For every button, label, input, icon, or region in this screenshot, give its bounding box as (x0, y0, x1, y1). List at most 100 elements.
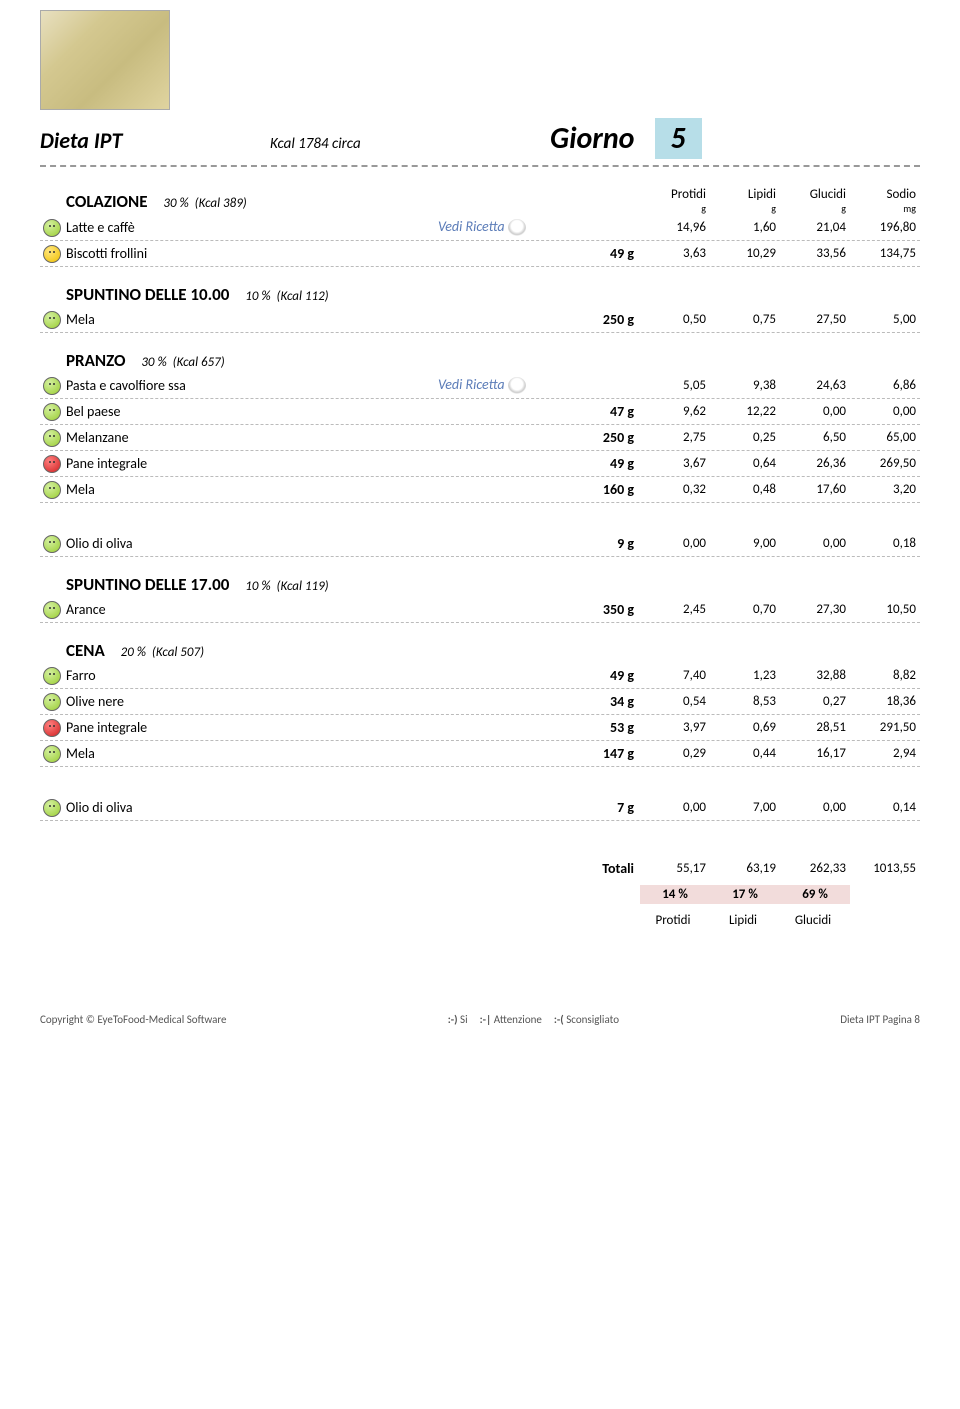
meal-table: COLAZIONE 30 % (Kcal 389)ProtidigLipidig… (40, 187, 920, 835)
val-glucidi: 16,17 (780, 746, 850, 761)
meal-section-header: SPUNTINO DELLE 10.00 10 % (Kcal 112) (40, 281, 920, 307)
food-row: Pane integrale49 g3,670,6426,36269,50 (40, 451, 920, 477)
val-sodio: 6,86 (850, 378, 920, 393)
lbl-glucidi: Glucidi (780, 913, 850, 928)
food-row: Melanzane250 g2,750,256,5065,00 (40, 425, 920, 451)
food-amount: 250 g (568, 311, 640, 328)
pct-lipidi: 17 % (710, 885, 780, 904)
food-row: Pasta e cavolfiore ssaVedi Ricetta 5,059… (40, 373, 920, 399)
mood-icon (43, 799, 61, 817)
val-protidi: 0,00 (640, 800, 710, 815)
food-row: Biscotti frollini49 g3,6310,2933,56134,7… (40, 241, 920, 267)
food-name: Latte e caffè (64, 219, 438, 236)
total-glucidi: 262,33 (780, 861, 850, 876)
val-protidi: 0,50 (640, 312, 710, 327)
mood-icon (43, 667, 61, 685)
mood-icon (43, 377, 61, 395)
food-row: Olive nere34 g0,548,530,2718,36 (40, 689, 920, 715)
legend-item: :-) Si (448, 1013, 468, 1026)
totals-block: Totali 55,17 63,19 262,33 1013,55 14 % 1… (40, 855, 920, 933)
lbl-protidi: Protidi (640, 913, 710, 928)
val-sodio: 196,80 (850, 220, 920, 235)
food-row: Mela160 g0,320,4817,603,20 (40, 477, 920, 503)
header-photo (40, 10, 170, 110)
kcal-text: Kcal 1784 circa (270, 135, 550, 153)
val-sodio: 10,50 (850, 602, 920, 617)
day-number: 5 (655, 118, 702, 159)
title-row: Dieta IPT Kcal 1784 circa Giorno 5 (40, 118, 920, 167)
val-lipidi: 0,25 (710, 430, 780, 445)
val-sodio: 3,20 (850, 482, 920, 497)
val-protidi: 3,63 (640, 246, 710, 261)
food-name: Biscotti frollini (64, 245, 438, 262)
val-glucidi: 33,56 (780, 246, 850, 261)
food-name: Mela (64, 311, 438, 328)
food-amount: 49 g (568, 455, 640, 472)
val-protidi: 0,29 (640, 746, 710, 761)
val-glucidi: 26,36 (780, 456, 850, 471)
lbl-lipidi: Lipidi (710, 913, 780, 928)
food-name: Pasta e cavolfiore ssa (64, 377, 438, 394)
val-glucidi: 24,63 (780, 378, 850, 393)
val-sodio: 269,50 (850, 456, 920, 471)
food-row: Pane integrale53 g3,970,6928,51291,50 (40, 715, 920, 741)
food-amount: 250 g (568, 429, 640, 446)
recipe-link[interactable]: Vedi Ricetta (438, 218, 568, 237)
recipe-link[interactable]: Vedi Ricetta (438, 376, 568, 395)
mood-icon (43, 601, 61, 619)
val-lipidi: 0,75 (710, 312, 780, 327)
mood-icon (43, 311, 61, 329)
food-row: Bel paese47 g9,6212,220,000,00 (40, 399, 920, 425)
food-name: Olio di oliva (64, 799, 438, 816)
mood-icon (43, 429, 61, 447)
food-name: Bel paese (64, 403, 438, 420)
val-lipidi: 0,69 (710, 720, 780, 735)
val-glucidi: 0,00 (780, 800, 850, 815)
food-row: Olio di oliva9 g0,009,000,000,18 (40, 531, 920, 557)
val-sodio: 0,00 (850, 404, 920, 419)
meal-section-header: COLAZIONE 30 % (Kcal 389)ProtidigLipidig… (40, 187, 920, 215)
val-lipidi: 12,22 (710, 404, 780, 419)
footer-page: Dieta IPT Pagina 8 (840, 1013, 920, 1026)
section-name: SPUNTINO DELLE 10.00 10 % (Kcal 112) (64, 284, 438, 305)
meal-section-header: SPUNTINO DELLE 17.00 10 % (Kcal 119) (40, 571, 920, 597)
val-glucidi: 28,51 (780, 720, 850, 735)
footer-copyright: Copyright © EyeToFood-Medical Software (40, 1013, 227, 1026)
val-lipidi: 1,23 (710, 668, 780, 683)
food-amount: 9 g (568, 535, 640, 552)
total-lipidi: 63,19 (710, 861, 780, 876)
mood-icon (43, 745, 61, 763)
val-glucidi: 17,60 (780, 482, 850, 497)
giorno-label: Giorno (550, 120, 635, 157)
val-lipidi: 0,64 (710, 456, 780, 471)
val-sodio: 8,82 (850, 668, 920, 683)
section-name: CENA 20 % (Kcal 507) (64, 640, 438, 661)
food-name: Olio di oliva (64, 535, 438, 552)
legend-item: :-( Sconsigliato (554, 1013, 619, 1026)
val-protidi: 2,75 (640, 430, 710, 445)
total-protidi: 55,17 (640, 861, 710, 876)
val-glucidi: 27,50 (780, 312, 850, 327)
food-amount: 53 g (568, 719, 640, 736)
section-name: SPUNTINO DELLE 17.00 10 % (Kcal 119) (64, 574, 438, 595)
val-glucidi: 27,30 (780, 602, 850, 617)
food-amount: 47 g (568, 403, 640, 420)
val-protidi: 14,96 (640, 220, 710, 235)
food-row: Latte e caffèVedi Ricetta 14,961,6021,04… (40, 215, 920, 241)
val-lipidi: 0,48 (710, 482, 780, 497)
nutrient-header: Lipidig (710, 187, 780, 215)
val-lipidi: 9,00 (710, 536, 780, 551)
val-sodio: 0,18 (850, 536, 920, 551)
food-name: Farro (64, 667, 438, 684)
food-name: Mela (64, 481, 438, 498)
val-glucidi: 0,00 (780, 404, 850, 419)
mood-icon (43, 481, 61, 499)
food-amount: 34 g (568, 693, 640, 710)
meal-section-header: PRANZO 30 % (Kcal 657) (40, 347, 920, 373)
section-pct: 30 % (Kcal 389) (151, 196, 246, 211)
section-pct: 10 % (Kcal 112) (233, 289, 328, 304)
page-footer: Copyright © EyeToFood-Medical Software :… (40, 1013, 920, 1026)
food-row: Olio di oliva7 g0,007,000,000,14 (40, 795, 920, 821)
legend-item: :-| Attenzione (480, 1013, 542, 1026)
val-lipidi: 8,53 (710, 694, 780, 709)
